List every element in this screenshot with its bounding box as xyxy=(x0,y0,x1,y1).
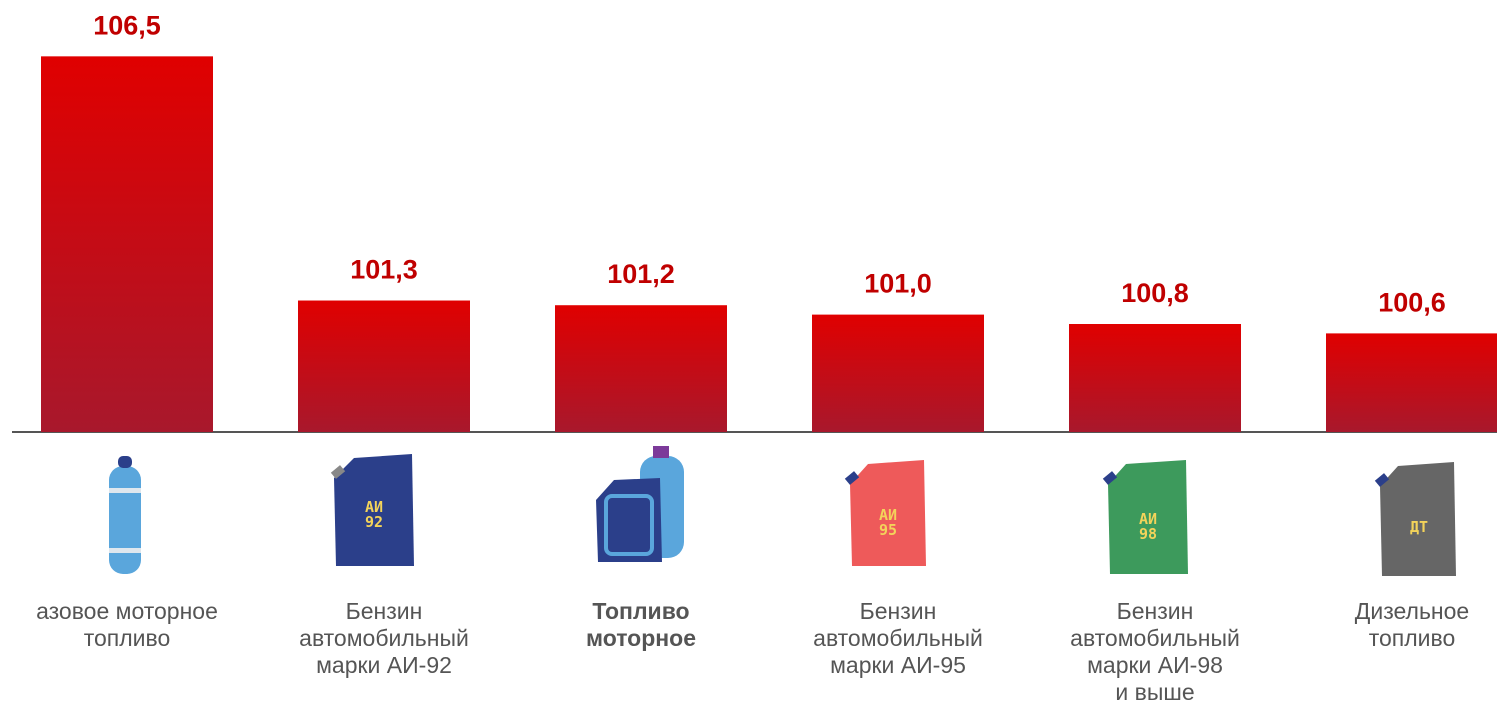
value-label: 101,2 xyxy=(607,259,675,289)
bar xyxy=(298,300,470,432)
canister-icon xyxy=(844,460,926,566)
bar xyxy=(555,305,727,432)
category-label: Топливо моторное xyxy=(586,598,696,651)
bar xyxy=(812,314,984,432)
value-label: 106,5 xyxy=(93,10,161,40)
category-label: Дизельное топливо xyxy=(1354,598,1470,651)
value-label: 100,6 xyxy=(1378,287,1446,317)
gas-cylinder-icon xyxy=(109,456,141,574)
bar xyxy=(1069,324,1241,432)
icon-label: АИ 92 xyxy=(364,498,384,531)
bar xyxy=(41,56,213,432)
icon-label: ДТ xyxy=(1409,518,1429,536)
canister-icon xyxy=(1374,462,1456,576)
canister-icon xyxy=(330,454,414,566)
value-label: 100,8 xyxy=(1121,278,1189,308)
category-label: азовое моторное топливо xyxy=(36,598,218,651)
icon-label: АИ 98 xyxy=(1138,510,1158,543)
value-label: 101,0 xyxy=(864,269,932,299)
canister-icon xyxy=(1102,460,1188,574)
icon-label: АИ 95 xyxy=(878,506,898,539)
category-label: Бензин автомобильный марки АИ-98 и выше xyxy=(1070,598,1240,705)
value-label: 101,3 xyxy=(350,255,418,285)
category-label: Бензин автомобильный марки АИ-95 xyxy=(813,598,983,678)
bar xyxy=(1326,333,1497,432)
fuel-set-icon xyxy=(596,446,684,562)
category-label: Бензин автомобильный марки АИ-92 xyxy=(299,598,469,678)
